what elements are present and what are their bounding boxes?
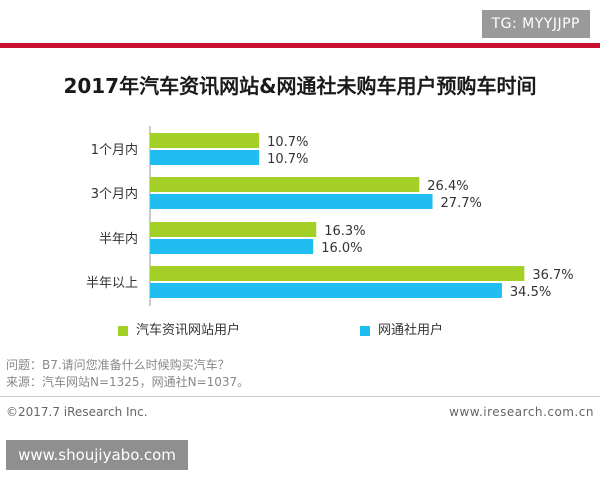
category-label: 半年以上 <box>86 276 138 291</box>
category-label: 1个月内 <box>91 142 138 158</box>
category-label: 3个月内 <box>91 186 138 202</box>
legend-swatch-series-1 <box>118 325 128 336</box>
bar-series-2 <box>150 150 260 165</box>
data-label-series-2: 16.0% <box>321 241 362 256</box>
data-label-series-2: 27.7% <box>441 196 482 211</box>
top-red-bar <box>0 43 600 48</box>
legend-label-series-2: 网通社用户 <box>378 323 444 338</box>
data-label-series-2: 10.7% <box>267 152 308 167</box>
tg-badge: TG: MYYJJPP <box>481 10 590 38</box>
bar-series-1 <box>150 133 260 148</box>
source-note: 来源：汽车网站N=1325，网通社N=1037。 <box>6 375 250 389</box>
bar-series-1 <box>150 266 525 281</box>
legend-swatch-series-2 <box>360 325 370 336</box>
watermark: www.shoujiyabo.com <box>6 440 188 470</box>
legend-item-series-1: 汽车资讯网站用户 <box>118 319 240 338</box>
question-note: 问题：B7.请问您准备什么时候购买汽车？ <box>6 358 230 372</box>
data-label-series-1: 26.4% <box>427 179 468 194</box>
data-label-series-1: 36.7% <box>532 268 573 283</box>
bar-series-1 <box>150 177 420 192</box>
footer-copyright: ©2017.7 iResearch Inc. <box>6 405 148 419</box>
bar-series-2 <box>150 239 314 254</box>
category-label: 半年内 <box>99 231 138 247</box>
bar-series-2 <box>150 194 433 209</box>
footer-url: www.iresearch.com.cn <box>449 405 594 419</box>
data-label-series-1: 16.3% <box>324 224 365 239</box>
legend-label-series-1: 汽车资讯网站用户 <box>136 323 241 338</box>
legend-item-series-2: 网通社用户 <box>360 319 443 338</box>
bar-series-1 <box>150 222 317 237</box>
bars-layer: 1个月内 10.7% 10.7% 3个月内 26.4% 27.7% 半年内 16.3% 16.0… <box>86 133 574 300</box>
data-label-series-1: 10.7% <box>267 135 308 150</box>
chart-title: 2017年汽车资讯网站&网通社未购车用户预购车时间 <box>63 74 537 98</box>
footer-divider <box>0 396 600 397</box>
bar-series-2 <box>150 283 502 298</box>
data-label-series-2: 34.5% <box>510 285 551 300</box>
